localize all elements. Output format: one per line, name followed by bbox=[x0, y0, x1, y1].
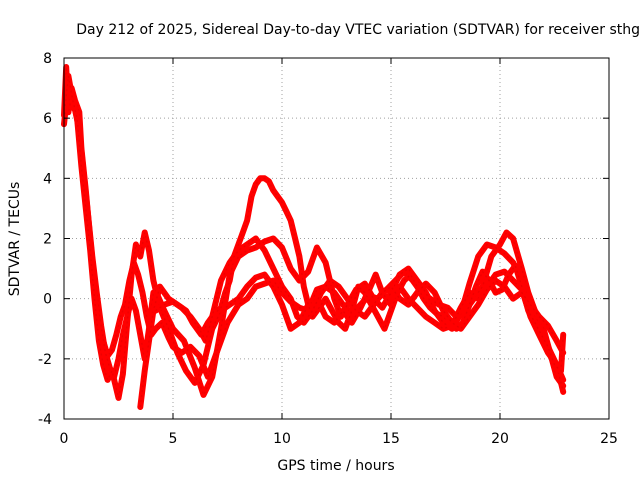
x-tick-label: 15 bbox=[382, 431, 400, 447]
series-line-track-4 bbox=[137, 175, 567, 410]
x-tick-label: 20 bbox=[491, 431, 509, 447]
x-tick-label: 25 bbox=[600, 431, 618, 447]
x-tick-label: 5 bbox=[169, 431, 178, 447]
y-axis-label: SDTVAR / TECUs bbox=[7, 182, 23, 297]
x-axis-label: GPS time / hours bbox=[277, 458, 394, 474]
series-layer bbox=[61, 64, 567, 410]
x-tick-label: 10 bbox=[273, 431, 291, 447]
y-tick-label: -4 bbox=[38, 412, 52, 428]
x-tick-label: 0 bbox=[60, 431, 69, 447]
y-tick-label: 2 bbox=[43, 232, 52, 248]
y-tick-label: -2 bbox=[38, 352, 52, 368]
series-line-track-5 bbox=[152, 235, 567, 356]
y-tick-label: 8 bbox=[43, 51, 52, 67]
y-tick-label: 0 bbox=[43, 292, 52, 308]
y-tick-label: 6 bbox=[43, 111, 52, 127]
axis-ticks: 0 5 10 15 20 25 -4 -2 0 2 4 6 8 bbox=[38, 51, 618, 447]
chart-title: Day 212 of 2025, Sidereal Day-to-day VTE… bbox=[76, 22, 640, 38]
series-line-track-3 bbox=[62, 73, 567, 401]
series-markers-track-3 bbox=[64, 75, 564, 399]
y-tick-label: 4 bbox=[43, 171, 52, 187]
